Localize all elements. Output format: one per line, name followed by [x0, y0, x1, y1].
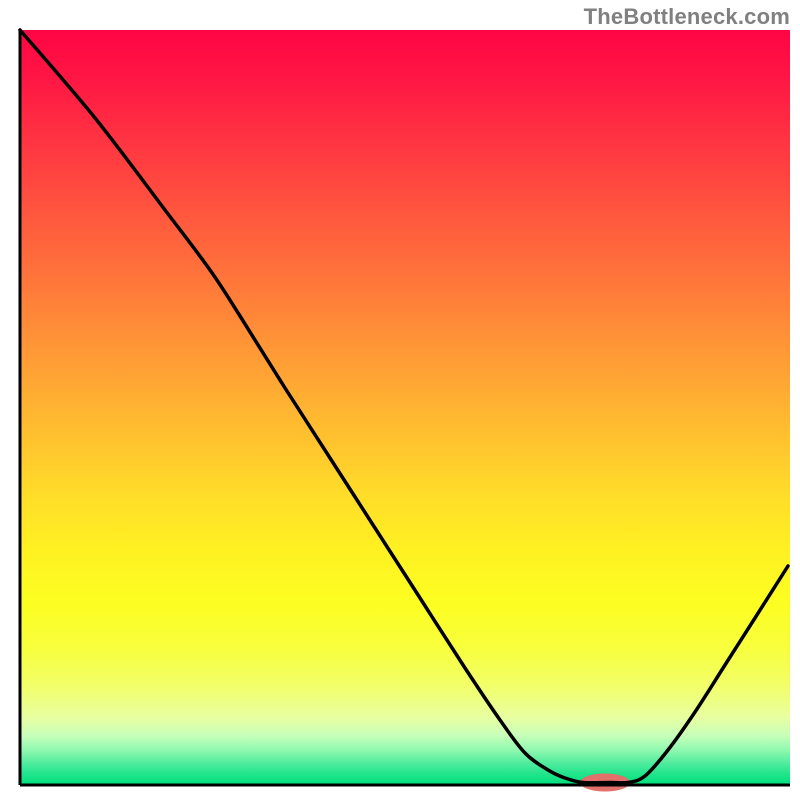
chart-svg — [0, 0, 800, 800]
watermark-text: TheBottleneck.com — [584, 4, 790, 30]
bottleneck-chart: TheBottleneck.com — [0, 0, 800, 800]
gradient-background — [20, 30, 790, 785]
